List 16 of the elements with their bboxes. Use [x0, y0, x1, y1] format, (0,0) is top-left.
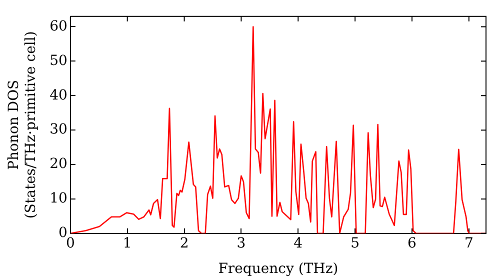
x-tick-label: 1 [122, 235, 132, 252]
x-tick-label: 2 [180, 235, 189, 252]
x-tick-label: 7 [464, 235, 474, 252]
y-tick-label: 0 [58, 225, 68, 242]
y-tick-label: 60 [50, 18, 68, 34]
x-tick-label: 5 [350, 235, 360, 252]
y-axis-title: Phonon DOS (States/THz·primitive cell) [6, 31, 39, 219]
y-tick-label: 40 [50, 87, 68, 104]
x-axis-title: Frequency (THz) [218, 261, 338, 278]
x-tick-label: 3 [236, 235, 246, 252]
y-tick-label: 10 [50, 190, 68, 207]
y-tick-label: 50 [50, 52, 68, 69]
x-tick-label: 6 [408, 235, 417, 252]
y-tick-label: 20 [50, 156, 68, 172]
y-tick-label: 30 [50, 122, 68, 138]
x-tick-label: 4 [294, 235, 303, 252]
